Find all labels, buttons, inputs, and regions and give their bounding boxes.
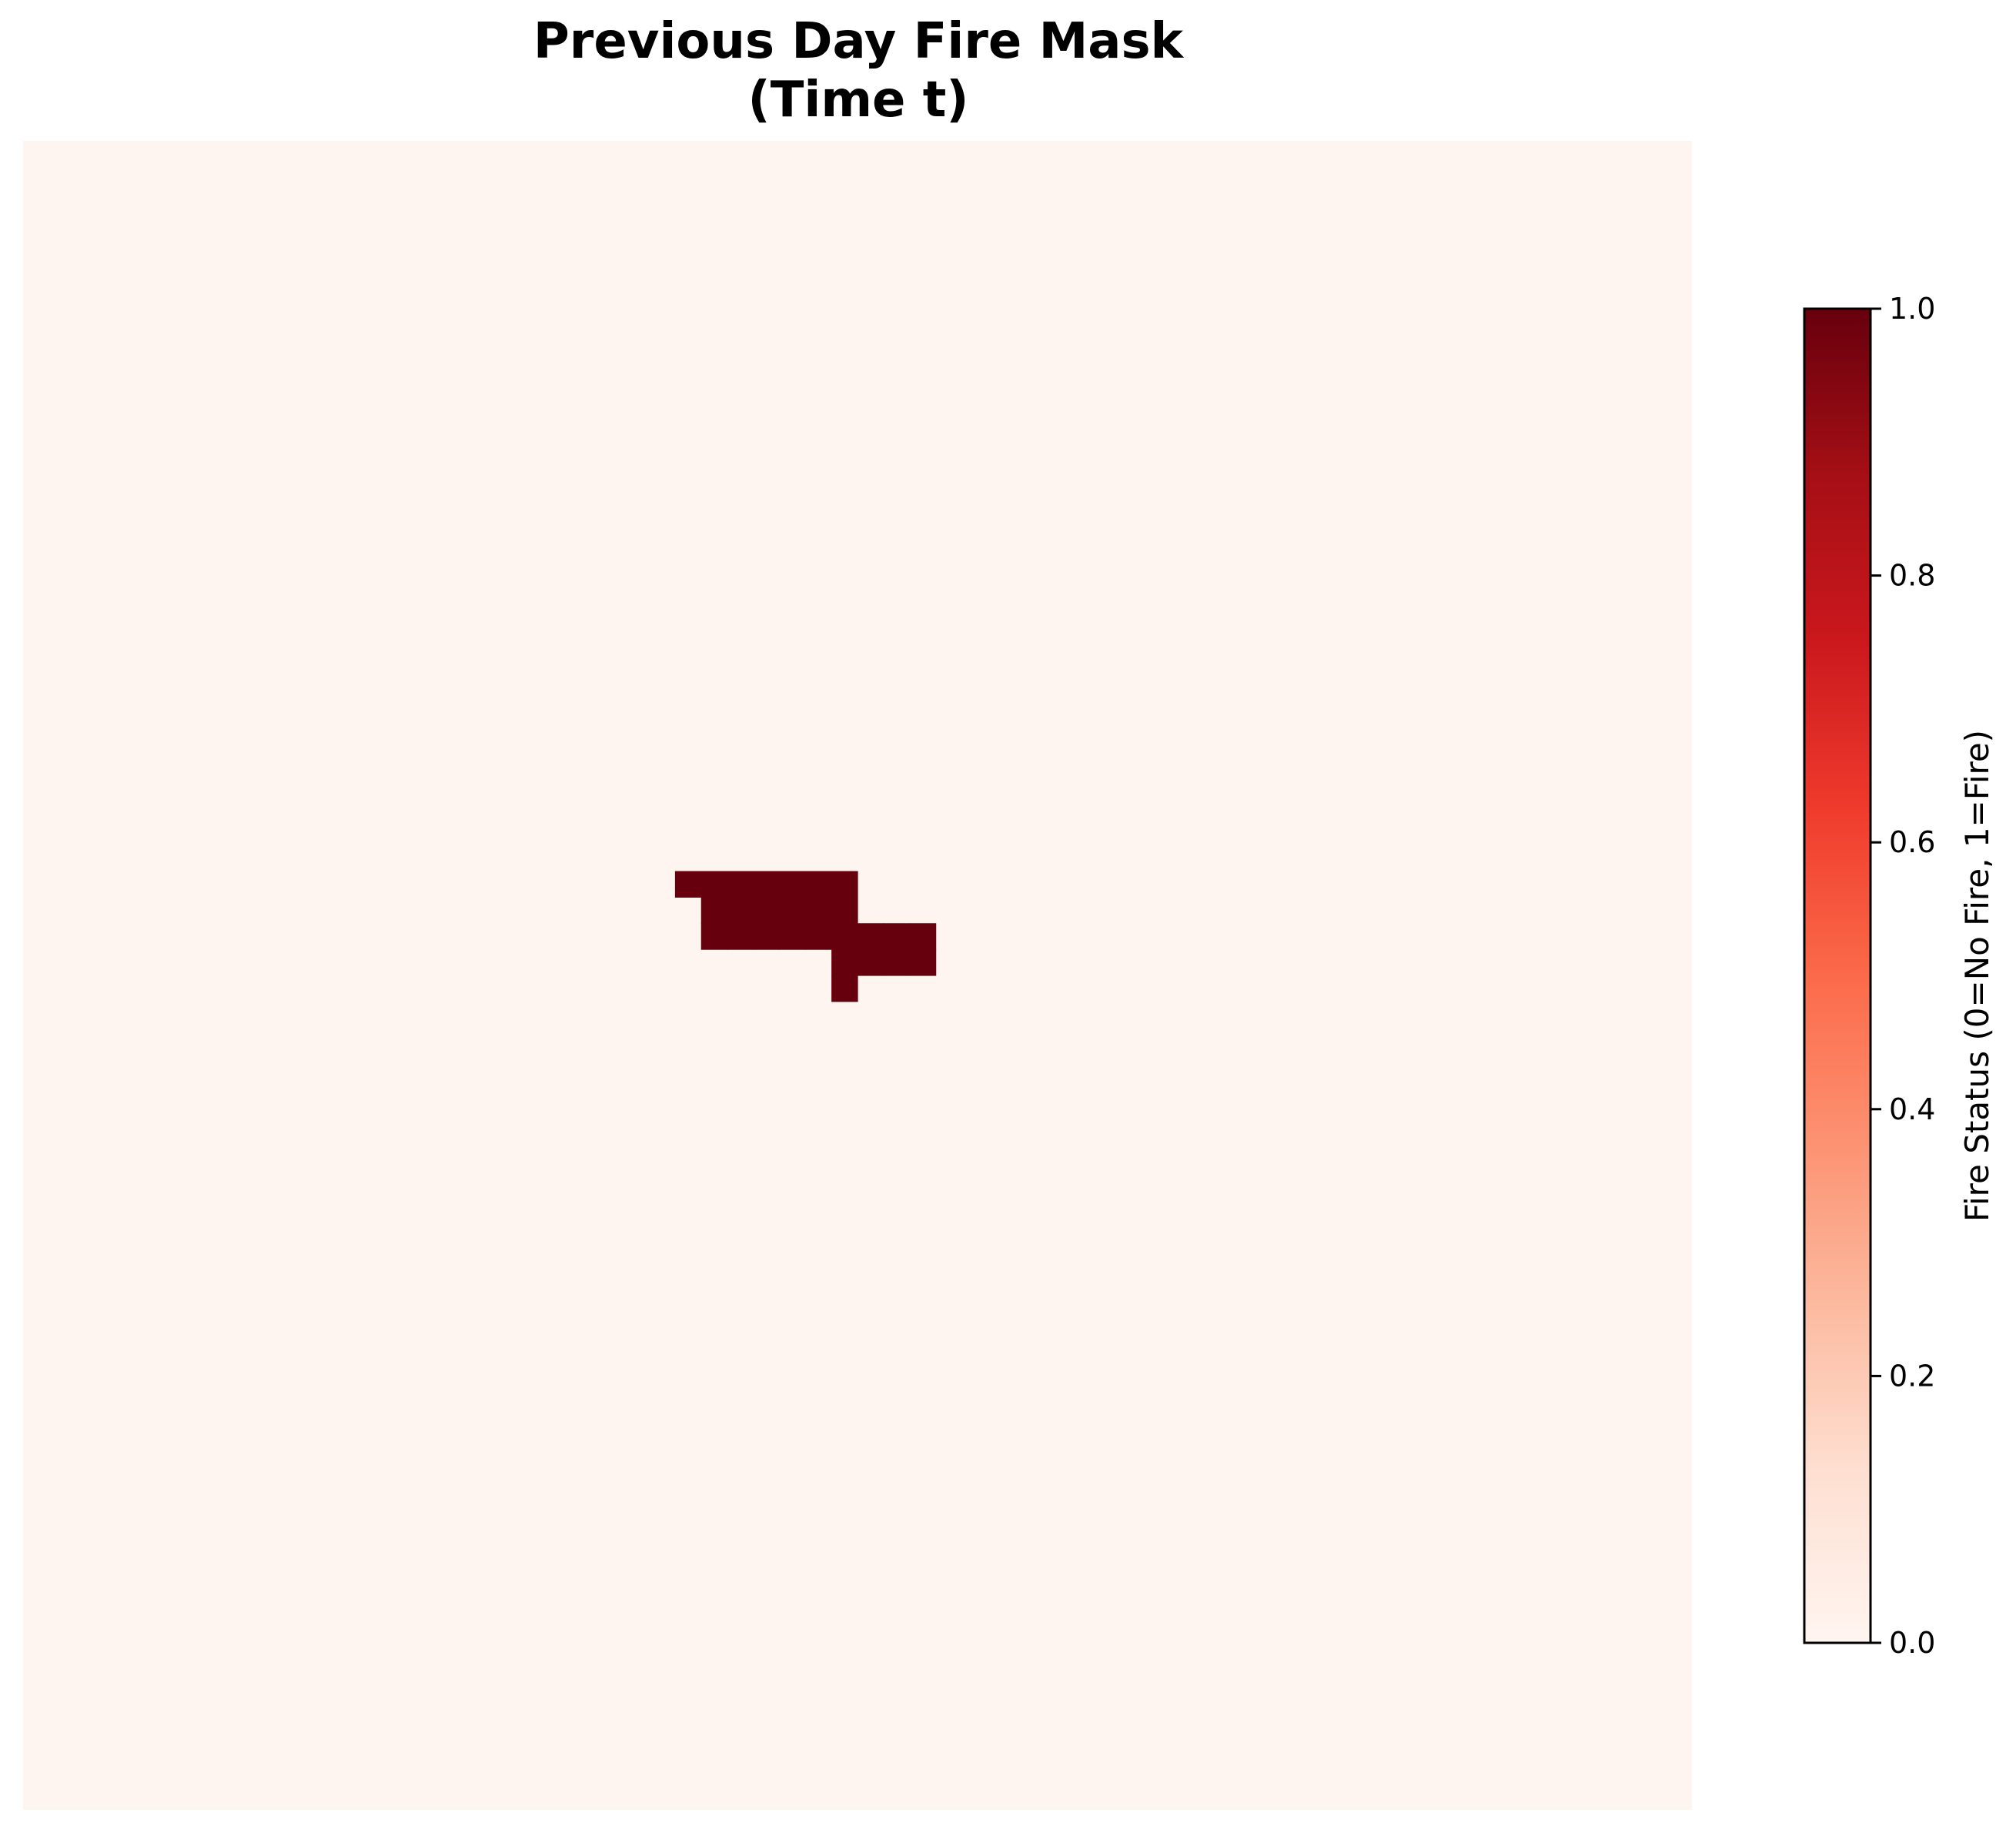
colorbar-tick-label: 0.2 [1889, 1359, 1935, 1393]
fire-cell [858, 923, 884, 950]
colorbar: 0.0 0.2 0.4 0.6 0.8 1.0 Fire Status (0=No Fire… [1803, 292, 1996, 1660]
fire-cell [805, 897, 832, 924]
fire-cell [883, 949, 911, 976]
chart-title-line-1: Previous Day Fire Mask [533, 13, 1184, 70]
fire-cell [779, 897, 806, 924]
fire-cell [831, 871, 858, 898]
fire-cell [727, 871, 754, 898]
fire-cell [753, 897, 780, 924]
fire-cell [831, 975, 858, 1002]
colorbar-tick-label: 0.6 [1889, 825, 1935, 859]
colorbar-label: Fire Status (0=No Fire, 1=Fire) [1958, 730, 1996, 1222]
colorbar-gradient [1803, 307, 1872, 1644]
fire-cell [883, 923, 911, 950]
chart-title: Previous Day Fire Mask (Time t) [0, 12, 1717, 129]
fire-cell [831, 897, 858, 924]
fire-cell [831, 949, 858, 976]
fire-cell [805, 923, 832, 950]
chart-title-line-2: (Time t) [747, 72, 969, 129]
fire-cell [700, 923, 728, 950]
fire-cell [779, 923, 806, 950]
fire-cell [909, 949, 937, 976]
fire-cell [779, 871, 806, 898]
fire-cell [700, 897, 728, 924]
fire-cell [727, 923, 754, 950]
fire-cell [753, 871, 780, 898]
fire-cell [727, 897, 754, 924]
fire-cell [674, 871, 702, 898]
fire-cell [831, 923, 858, 950]
colorbar-tick-label: 0.8 [1889, 559, 1935, 593]
colorbar-tick-label: 0.4 [1889, 1092, 1935, 1126]
fire-cell [700, 871, 728, 898]
fire-cell [909, 923, 937, 950]
colorbar-tick-label: 0.0 [1889, 1626, 1935, 1660]
colorbar-tick-label: 1.0 [1889, 292, 1935, 326]
heatmap [23, 141, 1692, 1810]
fire-cell [753, 923, 780, 950]
fire-cell [858, 949, 884, 976]
fire-cell [805, 871, 832, 898]
